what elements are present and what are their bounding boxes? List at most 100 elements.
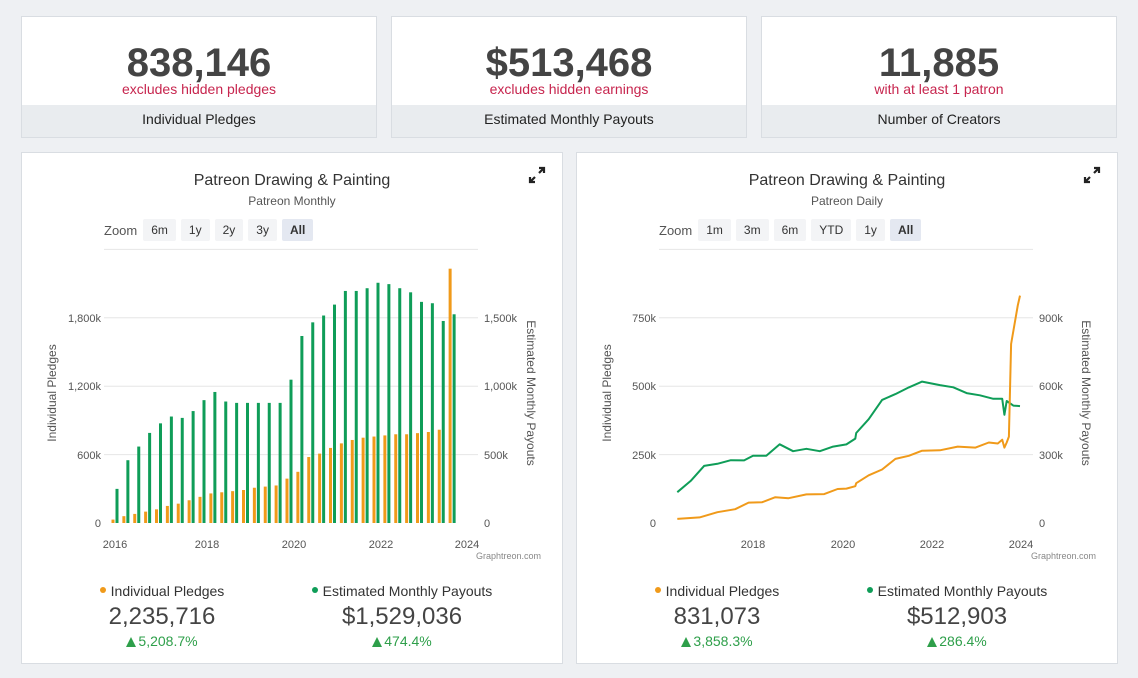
- payouts-bar[interactable]: [430, 303, 434, 523]
- payouts-bar[interactable]: [213, 391, 217, 523]
- zoom-3y-button[interactable]: 3y: [248, 219, 277, 241]
- zoom-all-button[interactable]: All: [889, 219, 922, 241]
- pledges-bar[interactable]: [252, 487, 256, 523]
- legend-value: 831,073: [673, 603, 761, 630]
- pledges-bar[interactable]: [307, 457, 311, 523]
- left-axis-title: Individual Pledges: [45, 344, 59, 441]
- stat-value: 11,885: [878, 41, 1000, 85]
- pledges-bar[interactable]: [220, 492, 224, 523]
- legend-pledges[interactable]: Individual Pledges 831,073 3,858.3%: [607, 583, 827, 649]
- pledges-bar[interactable]: [329, 447, 332, 523]
- pledges-bar[interactable]: [285, 478, 289, 523]
- pledges-line[interactable]: [677, 295, 1021, 520]
- zoom-all-button[interactable]: All: [281, 219, 314, 241]
- payouts-bar[interactable]: [191, 411, 195, 523]
- pledges-bar[interactable]: [133, 513, 137, 523]
- payouts-bar[interactable]: [333, 304, 336, 523]
- pledges-bar[interactable]: [209, 493, 213, 523]
- payouts-bar[interactable]: [256, 402, 260, 523]
- pledges-bar[interactable]: [155, 509, 158, 523]
- payouts-bar[interactable]: [246, 402, 249, 523]
- pledges-bar[interactable]: [122, 516, 126, 523]
- payouts-bar[interactable]: [224, 401, 228, 523]
- zoom-controls: Zoom 6m 1y 2y 3y All: [104, 219, 318, 241]
- legend-change: 474.4%: [384, 633, 432, 649]
- zoom-label: Zoom: [104, 222, 138, 238]
- payouts-bar[interactable]: [202, 400, 206, 523]
- payouts-bar[interactable]: [267, 402, 271, 523]
- pledges-bar[interactable]: [231, 491, 235, 523]
- pledges-bar[interactable]: [187, 500, 191, 523]
- payouts-bar[interactable]: [159, 423, 162, 523]
- pledges-bar[interactable]: [372, 436, 376, 523]
- zoom-1m-button[interactable]: 1m: [698, 219, 731, 241]
- payouts-bar[interactable]: [126, 460, 130, 523]
- legend-value: 2,235,716: [108, 603, 216, 630]
- pledges-bar[interactable]: [263, 486, 267, 523]
- zoom-6m-button[interactable]: 6m: [143, 219, 176, 241]
- pledges-bar[interactable]: [111, 519, 115, 523]
- payouts-bar[interactable]: [376, 282, 380, 523]
- expand-icon[interactable]: [528, 166, 546, 184]
- payouts-bar[interactable]: [115, 488, 119, 523]
- payouts-line[interactable]: [676, 380, 1021, 493]
- legend-payouts[interactable]: Estimated Monthly Payouts $512,903 286.4…: [847, 583, 1067, 649]
- pledges-bar[interactable]: [405, 434, 409, 523]
- payouts-bar[interactable]: [235, 402, 239, 523]
- payouts-bar[interactable]: [398, 288, 402, 523]
- zoom-6m-button[interactable]: 6m: [773, 219, 807, 241]
- pledges-bar[interactable]: [339, 443, 343, 523]
- payouts-bar[interactable]: [365, 288, 369, 523]
- payouts-bar[interactable]: [148, 432, 152, 523]
- pledges-bar[interactable]: [296, 471, 300, 523]
- pledges-bar[interactable]: [416, 433, 419, 523]
- zoom-3m-button[interactable]: 3m: [735, 219, 769, 241]
- payouts-bar[interactable]: [387, 284, 391, 523]
- zoom-2y-button[interactable]: 2y: [214, 219, 244, 241]
- pledges-bar[interactable]: [383, 435, 387, 523]
- pledges-bar[interactable]: [144, 511, 148, 523]
- zoom-ytd-button[interactable]: YTD: [811, 219, 852, 241]
- pledges-bar[interactable]: [176, 503, 180, 523]
- chart-credit[interactable]: Graphtreon.com: [1031, 551, 1096, 561]
- pledges-bar[interactable]: [426, 432, 430, 523]
- pledges-bar[interactable]: [437, 429, 441, 523]
- legend-pledges[interactable]: Individual Pledges 2,235,716 5,208.7%: [52, 583, 272, 649]
- zoom-1y-button[interactable]: 1y: [856, 219, 885, 241]
- payouts-bar[interactable]: [278, 402, 282, 523]
- payouts-bar[interactable]: [452, 314, 456, 523]
- up-arrow-icon: [681, 637, 692, 647]
- pledges-bar[interactable]: [274, 485, 278, 523]
- payouts-bar[interactable]: [354, 290, 358, 523]
- chart-credit[interactable]: Graphtreon.com: [476, 551, 541, 561]
- payouts-bar[interactable]: [289, 379, 293, 523]
- x-tick-label: 2016: [103, 539, 127, 551]
- payouts-bar[interactable]: [441, 320, 445, 523]
- payouts-bar[interactable]: [137, 446, 141, 523]
- payouts-bar[interactable]: [300, 335, 304, 523]
- pledges-bar[interactable]: [165, 505, 169, 523]
- x-tick-label: 2020: [831, 539, 855, 551]
- payouts-bar[interactable]: [343, 290, 347, 523]
- expand-icon[interactable]: [1083, 166, 1101, 184]
- pledges-bar[interactable]: [198, 496, 202, 523]
- pledges-bar[interactable]: [394, 434, 398, 523]
- zoom-1y-button[interactable]: 1y: [180, 219, 210, 241]
- left-tick-label: 250k: [632, 450, 656, 462]
- payouts-bar[interactable]: [169, 416, 173, 523]
- pledges-bar[interactable]: [242, 490, 245, 523]
- payouts-bar[interactable]: [420, 301, 423, 523]
- zoom-label: Zoom: [659, 222, 693, 238]
- payouts-bar[interactable]: [180, 417, 184, 523]
- right-tick-label: 1,000k: [484, 381, 518, 393]
- pledges-bar[interactable]: [361, 437, 365, 523]
- legend-value: $1,529,036: [341, 603, 463, 630]
- pledges-bar[interactable]: [318, 453, 322, 523]
- pledges-bar[interactable]: [350, 439, 354, 523]
- payouts-bar[interactable]: [409, 292, 413, 523]
- payouts-bar[interactable]: [311, 322, 315, 523]
- chart-subtitle: Patreon Monthly: [248, 194, 336, 208]
- pledges-bar[interactable]: [448, 268, 452, 523]
- legend-payouts[interactable]: Estimated Monthly Payouts $1,529,036 474…: [292, 583, 512, 649]
- payouts-bar[interactable]: [322, 315, 326, 523]
